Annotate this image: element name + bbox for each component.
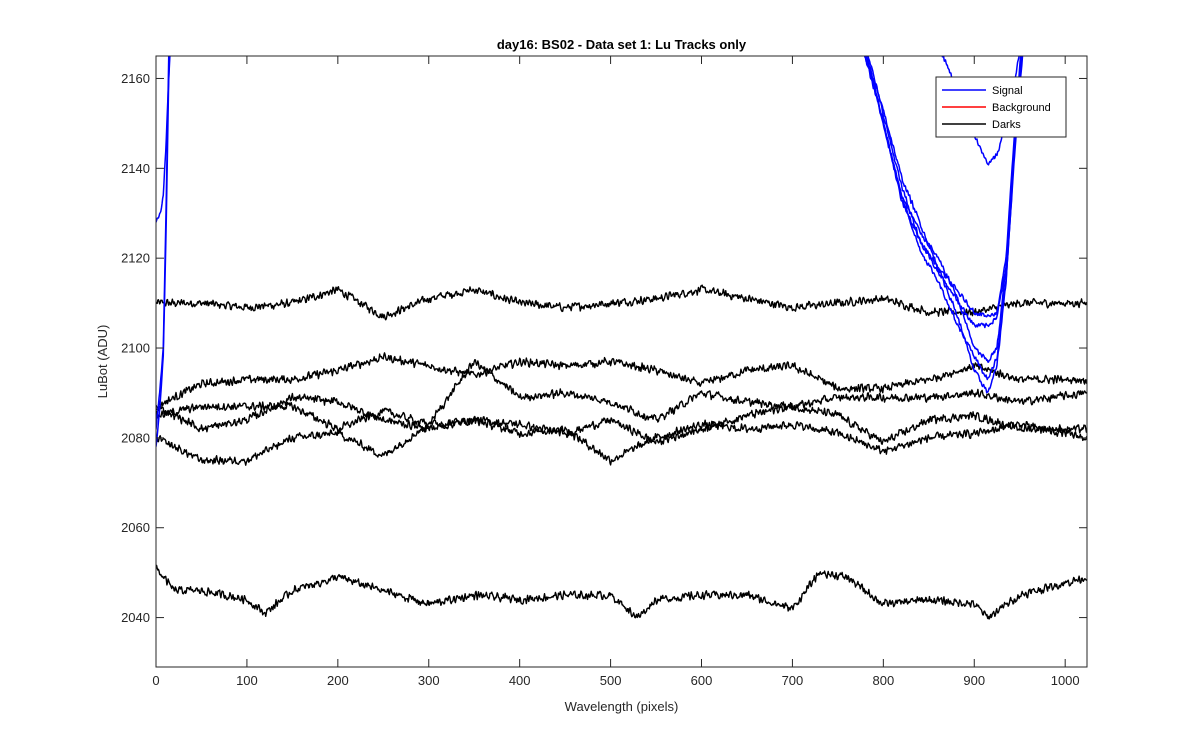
x-axis-label: Wavelength (pixels) <box>565 699 679 714</box>
series-line-signal-12 <box>865 56 1023 329</box>
series-line-signal-13 <box>867 56 1022 318</box>
legend-label-signal: Signal <box>992 85 1023 97</box>
y-tick-label: 2140 <box>121 161 150 176</box>
x-tick-label: 900 <box>963 673 985 688</box>
x-tick-label: 100 <box>236 673 258 688</box>
y-tick-label: 2100 <box>121 341 150 356</box>
y-tick-label: 2040 <box>121 610 150 625</box>
x-tick-label: 800 <box>872 673 894 688</box>
legend: Signal Background Darks <box>935 76 1067 138</box>
x-tick-label: 300 <box>418 673 440 688</box>
y-tick-label: 2080 <box>121 430 150 445</box>
series-line-darks-1 <box>156 284 1087 321</box>
legend-label-darks: Darks <box>992 119 1021 131</box>
series-line-darks-5 <box>156 415 1087 466</box>
x-tick-label: 0 <box>152 673 159 688</box>
series-line-signal-14 <box>866 56 1023 381</box>
series-layer <box>156 56 1087 620</box>
chart-title: day16: BS02 - Data set 1: Lu Tracks only <box>497 37 747 52</box>
series-line-darks-2 <box>156 352 1087 411</box>
y-tick-label: 2160 <box>121 71 150 86</box>
axes-layer: 0 100 200 300 400 500 600 700 800 900 1000 2040 2060… <box>121 55 1088 688</box>
y-tick-label: 2060 <box>121 520 150 535</box>
series-line-darks-4 <box>156 392 1087 446</box>
axes-box <box>155 55 1088 668</box>
x-tick-label: 1000 <box>1051 673 1080 688</box>
series-line-signal-9 <box>156 56 171 447</box>
x-tick-label: 600 <box>691 673 713 688</box>
series-line-darks-3 <box>156 359 1087 432</box>
x-tick-label: 200 <box>327 673 349 688</box>
x-tick-label: 400 <box>509 673 531 688</box>
x-tick-label: 700 <box>782 673 804 688</box>
x-tick-label: 500 <box>600 673 622 688</box>
legend-label-background: Background <box>992 102 1051 114</box>
y-tick-label: 2120 <box>121 251 150 266</box>
y-axis-label: LuBot (ADU) <box>95 325 110 399</box>
series-line-darks-6 <box>156 564 1087 620</box>
